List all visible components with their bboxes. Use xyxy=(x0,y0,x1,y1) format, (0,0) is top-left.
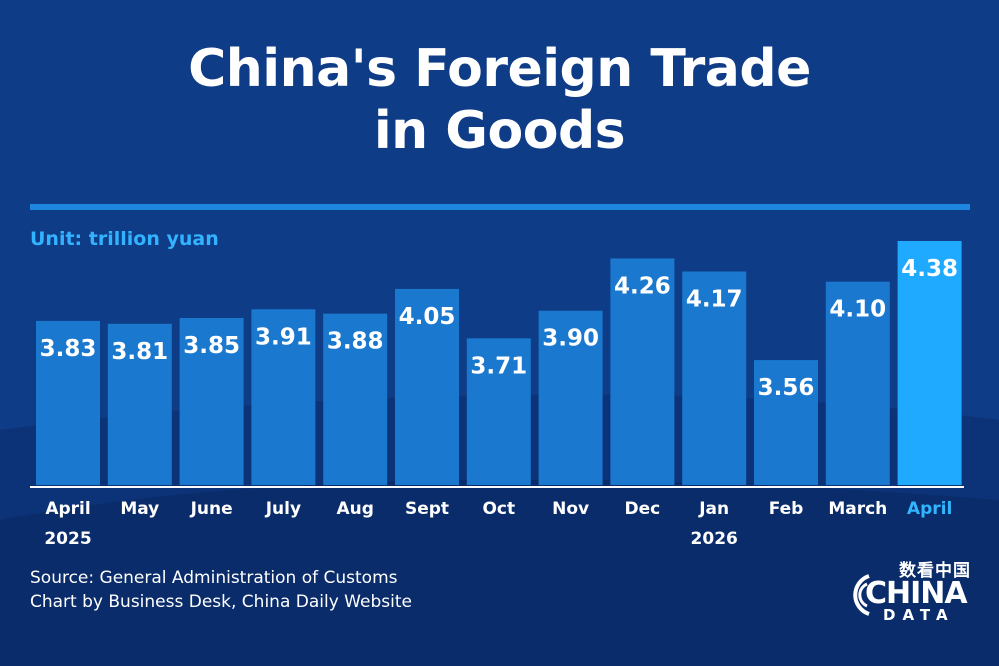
bar-value-label: 3.88 xyxy=(327,329,384,355)
category-label: April xyxy=(907,499,952,519)
category-label: May xyxy=(120,499,159,519)
bar-value-label: 3.81 xyxy=(111,339,168,365)
source-line: Source: General Administration of Custom… xyxy=(30,568,398,588)
logo-main-text: CHINA xyxy=(865,576,968,611)
bar-0 xyxy=(36,320,100,485)
bar-value-label: 4.26 xyxy=(614,273,671,299)
bar-9 xyxy=(682,271,747,485)
category-label: March xyxy=(828,499,887,519)
category-label: Jan xyxy=(698,499,729,519)
category-label: Feb xyxy=(769,499,804,519)
category-label: Aug xyxy=(336,499,373,519)
logo-arc-icon xyxy=(853,574,870,616)
category-label: July xyxy=(265,499,301,519)
title-line-2: in Goods xyxy=(373,101,626,161)
chart-title: China's Foreign Trade in Goods xyxy=(0,38,999,162)
category-label: Sept xyxy=(405,499,449,519)
bar-value-label: 4.17 xyxy=(686,287,743,313)
china-data-logo: 数看中国 CHINA DATA xyxy=(843,556,973,628)
unit-label: Unit: trillion yuan xyxy=(30,228,219,250)
bar-value-label: 3.90 xyxy=(542,326,599,352)
bar-value-label: 4.10 xyxy=(829,297,886,323)
bar-value-label: 3.85 xyxy=(183,333,240,359)
bar-12 xyxy=(897,241,962,485)
bar-1 xyxy=(107,323,172,485)
logo-cn-text: 数看中国 xyxy=(899,561,971,581)
bar-value-label: 3.83 xyxy=(40,336,97,362)
bar-value-label: 3.71 xyxy=(470,353,527,379)
bar-value-label: 4.05 xyxy=(399,304,456,330)
category-label: Dec xyxy=(625,499,661,519)
bar-4 xyxy=(323,313,388,485)
bar-10 xyxy=(754,360,818,485)
category-label: 2025 xyxy=(44,529,91,549)
category-label: Oct xyxy=(482,499,515,519)
logo-sub-text: DATA xyxy=(883,606,955,624)
bar-6 xyxy=(466,338,531,485)
title-divider xyxy=(30,204,970,210)
category-label: Nov xyxy=(552,499,589,519)
bar-7 xyxy=(538,310,603,485)
bar-2 xyxy=(179,317,244,485)
bar-value-label: 3.91 xyxy=(255,324,312,350)
title-line-1: China's Foreign Trade xyxy=(188,39,811,99)
bar-8 xyxy=(610,258,675,485)
category-label: 2026 xyxy=(691,529,738,549)
source-note: Source: General Administration of Custom… xyxy=(30,566,412,614)
category-label: June xyxy=(190,499,233,519)
bar-11 xyxy=(825,281,890,485)
category-label: April xyxy=(45,499,90,519)
bar-5 xyxy=(395,288,459,485)
credit-line: Chart by Business Desk, China Daily Webs… xyxy=(30,592,412,612)
bar-value-label: 3.56 xyxy=(758,375,815,401)
bar-3 xyxy=(251,309,316,485)
bar-value-label: 4.38 xyxy=(901,256,958,282)
